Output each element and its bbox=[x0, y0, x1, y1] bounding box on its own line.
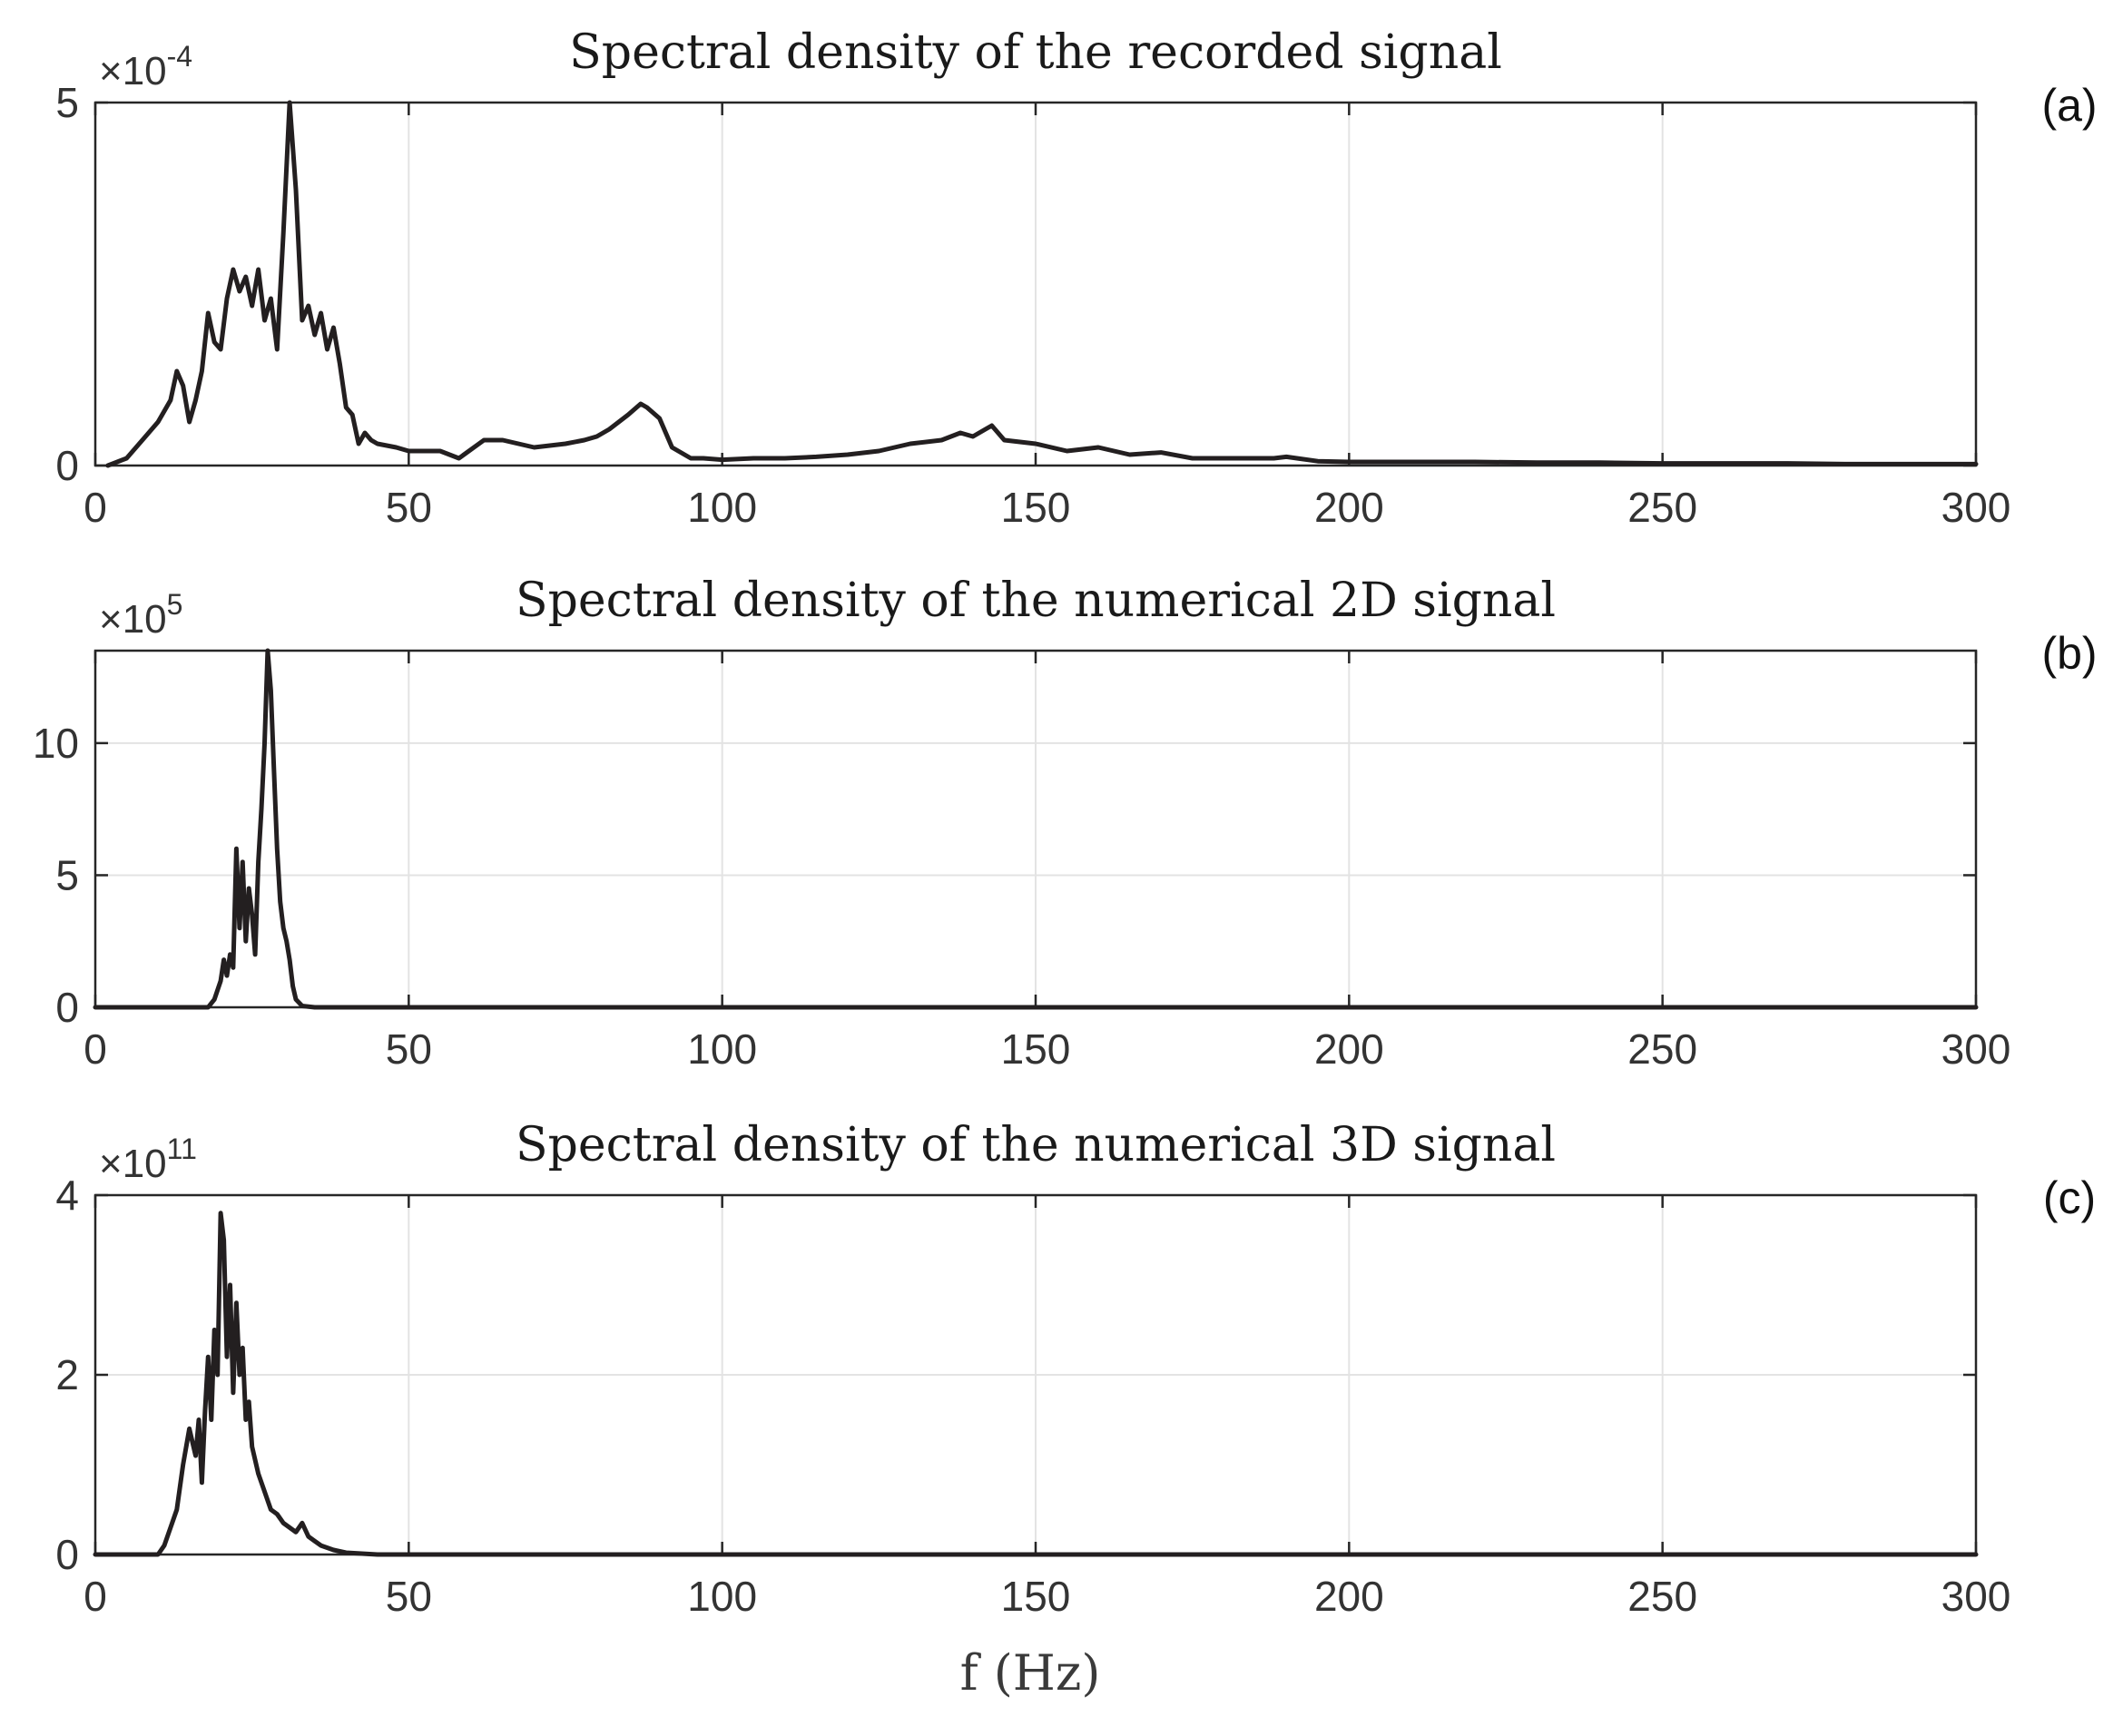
x-tick-label: 0 bbox=[84, 1573, 107, 1620]
panel-a: 0 50 100 150 200 250 300 0 5 ×10-4 Spectral densit… bbox=[55, 25, 2097, 531]
y-tick-label: 5 bbox=[55, 851, 79, 898]
y-exponent-power: 11 bbox=[167, 1133, 197, 1165]
y-exponent-base: ×10 bbox=[99, 1142, 167, 1186]
series-line-numerical-3d bbox=[93, 1211, 1979, 1557]
x-tick-label: 100 bbox=[687, 1025, 757, 1073]
series-line-recorded bbox=[105, 100, 1979, 468]
x-tick-label: 250 bbox=[1627, 1573, 1697, 1620]
x-tick-label: 150 bbox=[1001, 1025, 1071, 1073]
chart-title: Spectral density of the recorded signal bbox=[569, 25, 1502, 80]
x-axis-label: f (Hz) bbox=[960, 1644, 1101, 1702]
x-tick-label: 0 bbox=[84, 1025, 107, 1073]
y-tick-label: 0 bbox=[55, 984, 79, 1031]
x-tick-label: 50 bbox=[386, 1573, 432, 1620]
x-tick-label: 150 bbox=[1001, 1573, 1071, 1620]
x-tick-label: 250 bbox=[1627, 484, 1697, 531]
x-tick-label: 100 bbox=[687, 484, 757, 531]
y-tick-label: 2 bbox=[55, 1351, 79, 1398]
chart-title: Spectral density of the numerical 3D sig… bbox=[516, 1118, 1556, 1172]
series-line-numerical-2d bbox=[93, 648, 1979, 1010]
y-tick-label: 0 bbox=[55, 442, 79, 489]
x-tick-label: 0 bbox=[84, 484, 107, 531]
x-tick-label: 300 bbox=[1941, 1573, 2011, 1620]
y-exponent: ×105 bbox=[99, 588, 182, 642]
x-tick-label: 300 bbox=[1941, 1025, 2011, 1073]
x-tick-label: 50 bbox=[386, 1025, 432, 1073]
y-tick-label: 4 bbox=[55, 1172, 79, 1219]
chart-title: Spectral density of the numerical 2D sig… bbox=[516, 574, 1556, 628]
y-exponent: ×10-4 bbox=[99, 40, 192, 93]
x-tick-label: 250 bbox=[1627, 1025, 1697, 1073]
x-tick-label: 200 bbox=[1314, 1025, 1384, 1073]
y-exponent-base: ×10 bbox=[99, 49, 167, 93]
y-exponent-power: 5 bbox=[167, 588, 183, 621]
y-tick-label: 0 bbox=[55, 1531, 79, 1578]
x-tick-label: 100 bbox=[687, 1573, 757, 1620]
x-tick-label: 200 bbox=[1314, 1573, 1384, 1620]
panel-c: 0 50 100 150 200 250 300 0 2 4 ×1011 Spectral densi… bbox=[55, 1118, 2096, 1620]
x-tick-label: 50 bbox=[386, 484, 432, 531]
y-exponent: ×1011 bbox=[99, 1133, 197, 1186]
y-exponent-power: -4 bbox=[167, 40, 192, 73]
panel-label: (b) bbox=[2041, 628, 2097, 679]
x-tick-label: 200 bbox=[1314, 484, 1384, 531]
x-tick-label: 300 bbox=[1941, 484, 2011, 531]
panel-label: (c) bbox=[2043, 1172, 2096, 1223]
y-tick-label: 5 bbox=[55, 79, 79, 126]
y-tick-label: 10 bbox=[33, 720, 79, 767]
x-tick-label: 150 bbox=[1001, 484, 1071, 531]
y-exponent-base: ×10 bbox=[99, 597, 167, 642]
panel-label: (a) bbox=[2041, 80, 2097, 131]
